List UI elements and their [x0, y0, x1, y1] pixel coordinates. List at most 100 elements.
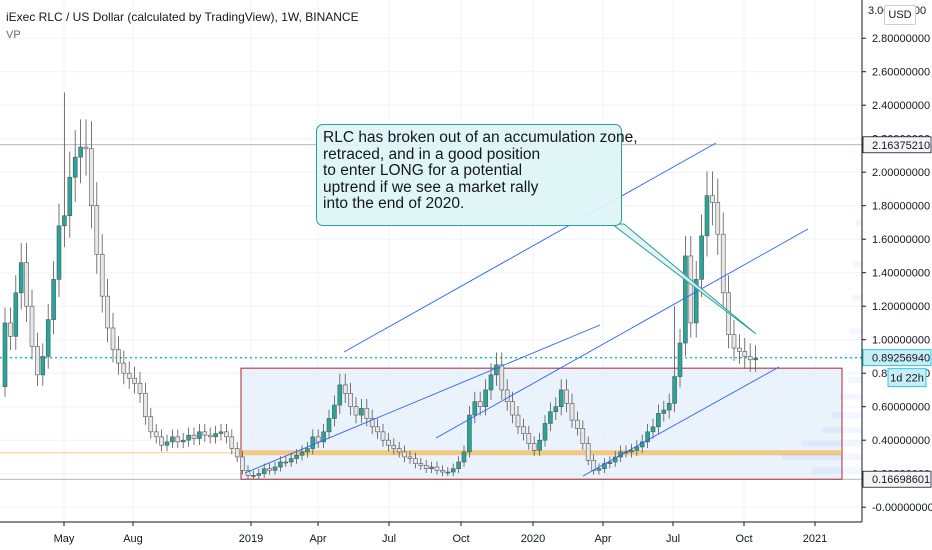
countdown-label: 1d 22h: [890, 373, 924, 385]
x-tick-label: 2020: [521, 533, 545, 545]
price-label-badge: [862, 136, 932, 154]
candle: [126, 372, 132, 379]
candle: [510, 401, 515, 416]
candle: [326, 418, 332, 433]
trend-line: [343, 142, 717, 353]
candle: [72, 156, 78, 178]
candle: [56, 225, 62, 280]
candle: [585, 443, 591, 461]
countdown-badge: [887, 368, 927, 388]
candle: [369, 418, 375, 428]
candle: [2, 322, 8, 387]
candle: [337, 384, 343, 406]
annotation-callout[interactable]: RLC has broken out of an accumulation zo…: [316, 124, 638, 226]
y-tick-label: 0.40000000: [872, 435, 930, 447]
candle: [542, 423, 548, 441]
candle: [288, 458, 294, 463]
candle: [548, 411, 553, 424]
candle: [521, 426, 526, 434]
candle: [240, 456, 245, 471]
annotation-line: into the end of 2020.: [323, 195, 465, 212]
candle: [558, 389, 564, 408]
candle: [180, 439, 186, 443]
candle: [747, 356, 753, 361]
candle: [407, 456, 413, 459]
y-tick-label: 1.00000000: [872, 335, 930, 347]
candle: [710, 195, 715, 203]
currency-button[interactable]: USD: [884, 5, 916, 25]
candle: [207, 434, 213, 438]
candle: [67, 176, 73, 217]
candle: [224, 431, 229, 438]
support-band: [241, 450, 842, 456]
candle: [348, 392, 353, 407]
candle: [483, 389, 488, 408]
candle: [283, 461, 289, 464]
candle: [499, 364, 505, 391]
candle: [661, 409, 667, 414]
candle: [218, 431, 224, 434]
price-label-text: 2.16375210: [872, 140, 930, 152]
volume-profile-bar: [848, 376, 862, 383]
candle: [396, 448, 402, 453]
candle: [143, 392, 148, 418]
candle: [445, 471, 451, 474]
candle: [18, 262, 24, 294]
price-label-text: 0.16698601: [872, 474, 930, 486]
x-tick-label: Apr: [594, 533, 611, 545]
candle: [504, 389, 510, 402]
candle: [423, 465, 429, 469]
candle: [137, 382, 143, 394]
candle: [569, 403, 575, 421]
candle: [305, 448, 310, 453]
candle: [375, 426, 380, 433]
chart-title: iExec RLC / US Dollar (calculated by Tra…: [6, 10, 359, 24]
volume-profile-bar: [782, 453, 862, 460]
candle: [531, 443, 537, 451]
x-tick-label: May: [54, 533, 75, 545]
candle: [315, 436, 321, 443]
candle: [278, 461, 283, 468]
candle: [526, 433, 532, 444]
candle: [629, 449, 634, 453]
candle: [45, 319, 51, 357]
candle: [310, 436, 316, 449]
candle: [634, 446, 640, 451]
y-tick-label: 2.60000000: [872, 67, 930, 79]
trend-channels: [244, 142, 809, 477]
candle: [580, 428, 586, 444]
candle: [467, 414, 472, 453]
candle: [742, 351, 748, 357]
candle: [213, 433, 218, 438]
candle: [8, 322, 13, 337]
candle: [116, 349, 121, 364]
candle: [650, 426, 656, 433]
candle: [191, 434, 197, 439]
candle: [332, 404, 337, 419]
candle: [294, 454, 299, 459]
candle: [342, 384, 348, 394]
candle: [699, 235, 704, 280]
y-tick-label: 1.60000000: [872, 234, 930, 246]
candle: [29, 305, 35, 347]
volume-profile-bar: [844, 353, 862, 360]
candle: [359, 408, 364, 416]
x-tick-label: Apr: [309, 533, 326, 545]
candle: [89, 148, 94, 207]
price-label-badge: [862, 470, 932, 488]
candle: [494, 364, 499, 376]
candle: [488, 374, 494, 391]
candle: [472, 401, 478, 416]
candle: [267, 468, 272, 471]
y-tick-label: 1.40000000: [872, 268, 930, 280]
candle: [450, 468, 456, 473]
candle: [35, 346, 40, 376]
candle: [148, 416, 154, 433]
candle: [261, 468, 267, 474]
candle: [175, 436, 181, 443]
candle: [299, 451, 305, 456]
x-tick-label: Jul: [382, 533, 396, 545]
candle: [737, 347, 742, 352]
volume-profile-bar: [852, 294, 862, 301]
